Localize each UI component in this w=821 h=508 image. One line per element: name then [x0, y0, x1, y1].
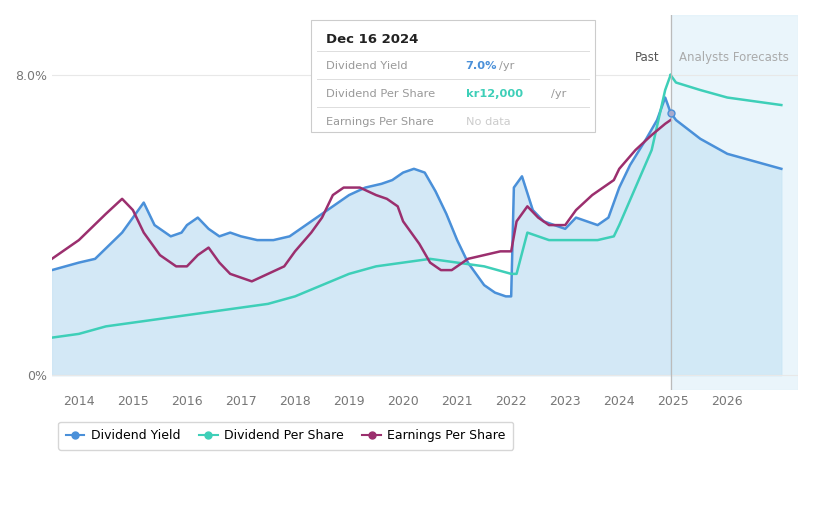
Text: kr12,000: kr12,000	[466, 89, 523, 99]
Text: /yr: /yr	[552, 89, 566, 99]
Text: Dividend Per Share: Dividend Per Share	[326, 89, 434, 99]
Text: 7.0%: 7.0%	[466, 60, 498, 71]
FancyBboxPatch shape	[310, 19, 594, 133]
Text: Analysts Forecasts: Analysts Forecasts	[679, 51, 788, 64]
Text: Dec 16 2024: Dec 16 2024	[326, 33, 418, 46]
Text: Past: Past	[635, 51, 660, 64]
Text: /yr: /yr	[499, 60, 515, 71]
Bar	[671, 15, 797, 390]
Text: No data: No data	[466, 117, 511, 127]
Text: Earnings Per Share: Earnings Per Share	[326, 117, 433, 127]
Text: Dividend Yield: Dividend Yield	[326, 60, 407, 71]
Legend: Dividend Yield, Dividend Per Share, Earnings Per Share: Dividend Yield, Dividend Per Share, Earn…	[58, 422, 513, 450]
